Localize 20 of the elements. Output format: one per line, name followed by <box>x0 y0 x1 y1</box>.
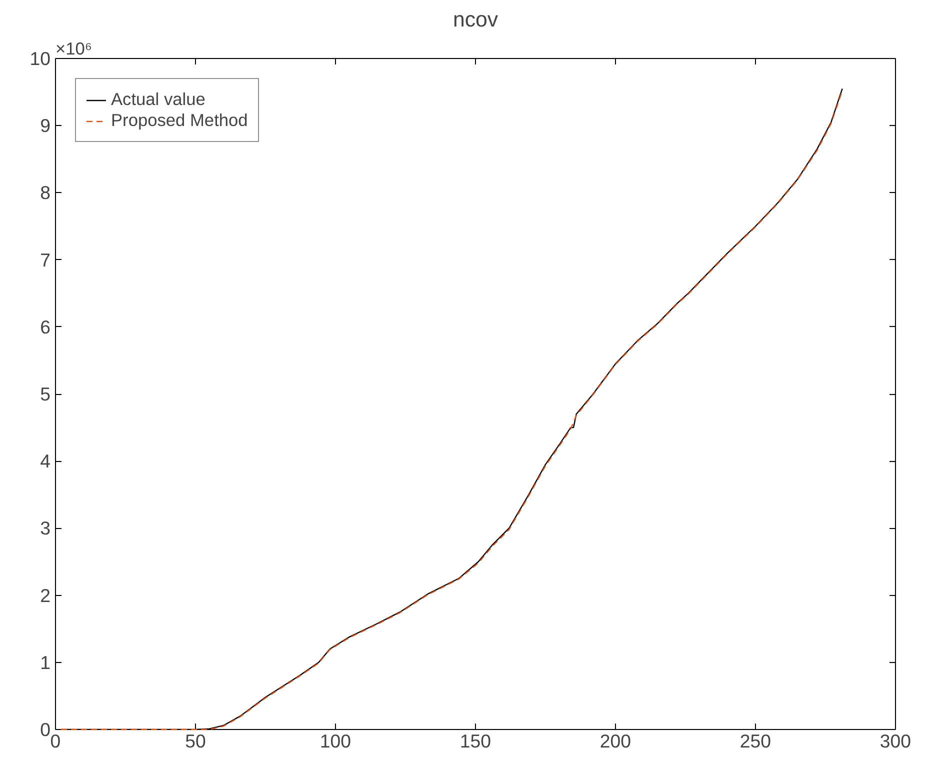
y-tick-label: 2 <box>40 584 51 606</box>
x-tick-label: 50 <box>185 730 206 752</box>
y-tick-label: 10 <box>30 48 51 69</box>
y-tick-label: 8 <box>40 182 51 204</box>
x-tick-label: 250 <box>740 730 772 752</box>
x-tick-label: 150 <box>460 730 492 752</box>
legend-label: Actual value <box>111 89 206 110</box>
legend-label: Proposed Method <box>111 110 248 131</box>
x-tick-label: 100 <box>320 730 352 752</box>
y-tick-label: 7 <box>40 249 51 270</box>
y-tick-label: 6 <box>40 316 51 338</box>
x-tick-label: 300 <box>880 730 912 752</box>
y-tick-label: 4 <box>40 450 51 472</box>
y-tick-label: 1 <box>40 652 51 673</box>
chart-title: ncov <box>452 8 498 32</box>
x-tick-label: 200 <box>600 730 632 752</box>
y-tick-label: 5 <box>40 384 51 404</box>
annotation: ×10⁶ <box>56 38 92 58</box>
y-tick-label: 3 <box>40 518 51 539</box>
y-tick-label: 9 <box>40 115 51 136</box>
